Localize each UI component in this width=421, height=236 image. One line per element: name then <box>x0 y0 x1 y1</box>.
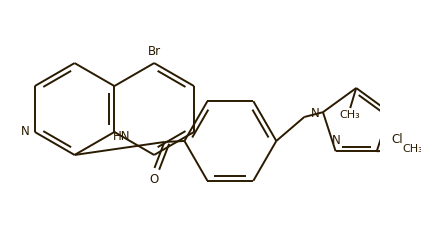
Text: CH₃: CH₃ <box>340 110 361 120</box>
Text: CH₃: CH₃ <box>403 144 421 154</box>
Text: Cl: Cl <box>392 133 403 146</box>
Text: N: N <box>21 126 30 139</box>
Text: N: N <box>332 134 341 147</box>
Text: N: N <box>311 107 320 120</box>
Text: HN: HN <box>113 131 130 143</box>
Text: O: O <box>150 173 159 186</box>
Text: Br: Br <box>148 45 161 58</box>
